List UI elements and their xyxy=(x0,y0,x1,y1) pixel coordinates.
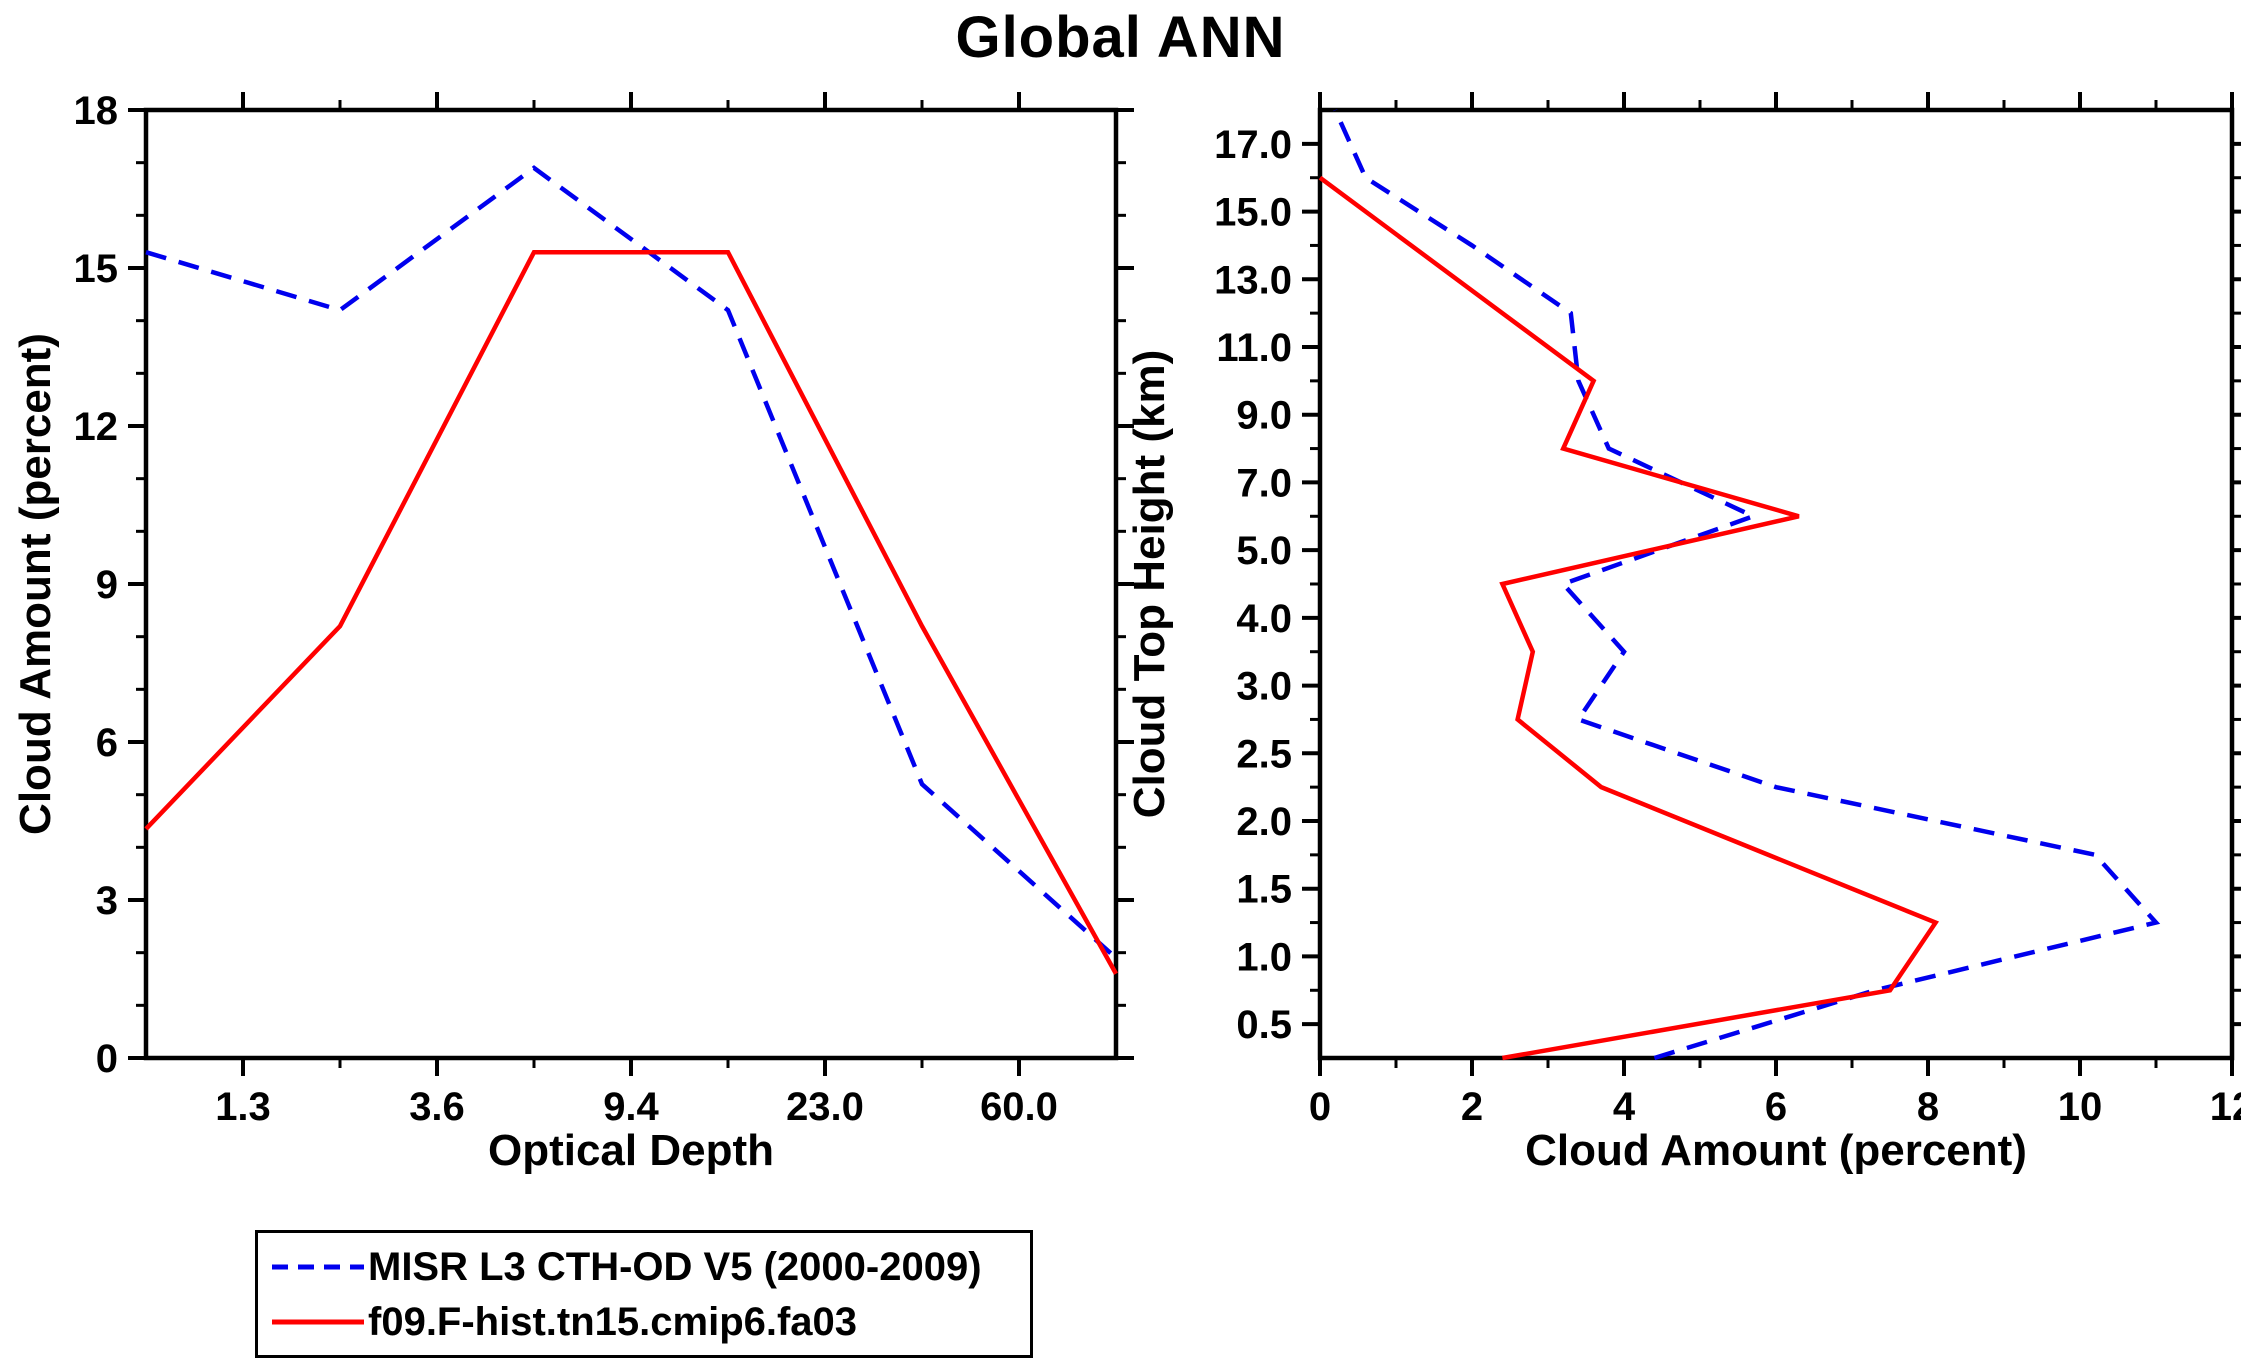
x-tick-label: 60.0 xyxy=(980,1085,1058,1129)
x-tick-label: 9.4 xyxy=(603,1085,659,1129)
legend-item-misr: MISR L3 CTH-OD V5 (2000-2009) xyxy=(258,1247,1030,1287)
right-yaxis-title: Cloud Top Height (km) xyxy=(1125,349,1174,819)
y-tick-label: 15 xyxy=(74,247,119,291)
legend-label-model: f09.F-hist.tn15.cmip6.fa03 xyxy=(368,1299,858,1344)
y-tick-label: 6 xyxy=(96,721,118,765)
x-tick-label: 23.0 xyxy=(786,1085,864,1129)
legend-item-model: f09.F-hist.tn15.cmip6.fa03 xyxy=(258,1302,1030,1342)
left-yaxis-title: Cloud Amount (percent) xyxy=(11,333,60,835)
x-tick-label: 1.3 xyxy=(215,1085,271,1129)
x-tick-label: 4 xyxy=(1613,1085,1636,1129)
y-tick-label: 3.0 xyxy=(1236,665,1292,709)
misr-series-line xyxy=(145,165,1118,960)
y-tick-label: 0 xyxy=(96,1037,118,1081)
plot-frame xyxy=(1317,107,2235,1061)
right-xaxis-title: Cloud Amount (percent) xyxy=(1525,1126,2027,1175)
model-series-line xyxy=(1318,175,1940,1061)
left-xaxis-title: Optical Depth xyxy=(487,1126,775,1175)
y-tick-label: 9.0 xyxy=(1236,394,1292,438)
x-tick-label: 6 xyxy=(1765,1085,1787,1129)
y-tick-label: 17.0 xyxy=(1214,123,1292,167)
x-tick-label: 2 xyxy=(1461,1085,1483,1129)
x-tick-label: 12 xyxy=(2210,1085,2241,1129)
model-series-line xyxy=(144,249,1118,975)
y-tick-label: 3 xyxy=(96,879,118,923)
y-tick-label: 4.0 xyxy=(1236,597,1292,641)
x-tick-label: 3.6 xyxy=(409,1085,465,1129)
y-tick-label: 1.5 xyxy=(1236,868,1292,912)
legend-label-misr: MISR L3 CTH-OD V5 (2000-2009) xyxy=(368,1244,982,1289)
chart-title: Global ANN xyxy=(955,5,1286,70)
x-tick-label: 10 xyxy=(2058,1085,2103,1129)
misr-series-line xyxy=(1333,109,2161,1061)
y-tick-label: 5.0 xyxy=(1236,529,1292,573)
y-tick-label: 2.5 xyxy=(1236,732,1292,776)
y-tick-label: 18 xyxy=(74,89,119,133)
y-tick-label: 15.0 xyxy=(1214,191,1292,235)
y-tick-label: 1.0 xyxy=(1236,935,1292,979)
x-tick-label: 0 xyxy=(1309,1085,1331,1129)
legend: MISR L3 CTH-OD V5 (2000-2009) f09.F-hist… xyxy=(255,1230,1033,1358)
x-tick-label: 8 xyxy=(1917,1085,1939,1129)
y-tick-label: 0.5 xyxy=(1236,1003,1292,1047)
dashed-line-sample xyxy=(272,1264,364,1269)
y-tick-label: 7.0 xyxy=(1236,461,1292,505)
y-tick-label: 12 xyxy=(74,405,119,449)
y-tick-label: 13.0 xyxy=(1214,258,1292,302)
y-tick-label: 9 xyxy=(96,563,118,607)
solid-line-sample xyxy=(272,1319,364,1324)
y-tick-label: 2.0 xyxy=(1236,800,1292,844)
y-tick-label: 11.0 xyxy=(1216,326,1292,370)
